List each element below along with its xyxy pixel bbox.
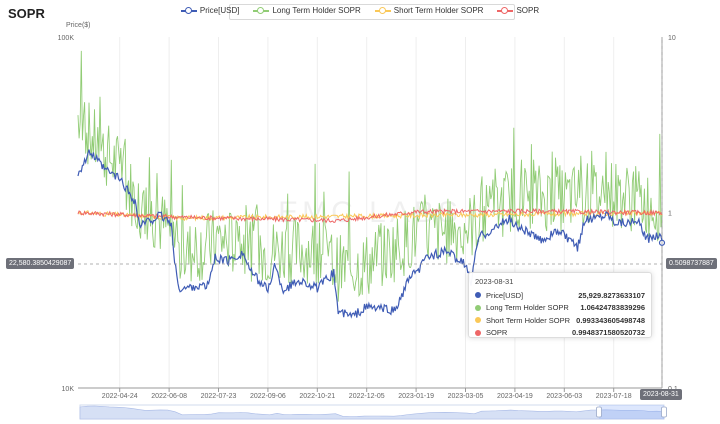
x-tick-label: 2022-06-08 — [151, 393, 187, 400]
legend-item-price[interactable]: Price[USD] — [180, 6, 240, 15]
tooltip-price-dot-icon — [475, 292, 481, 299]
tooltip-row: Price[USD] 25,929.8273633107 — [475, 289, 645, 302]
legend-item-lth-sopr[interactable]: Long Term Holder SOPR — [253, 6, 361, 15]
tooltip-row-value: 1.06424783839296 — [580, 303, 645, 313]
y-left-tick-label: 100K — [58, 35, 75, 42]
tooltip-row: Long Term Holder SOPR 1.06424783839296 — [475, 302, 645, 315]
tooltip: 2023-08-31 Price[USD] 25,929.8273633107 … — [468, 272, 652, 338]
tooltip-row-value: 25,929.8273633107 — [578, 290, 645, 300]
zoom-slider-left-handle[interactable] — [596, 406, 602, 418]
tooltip-sopr-dot-icon — [475, 329, 481, 336]
x-tick-label: 2022-12-05 — [349, 393, 385, 400]
legend-frame — [229, 4, 515, 20]
x-tick-label: 2023-03-05 — [448, 393, 484, 400]
tooltip-row: SOPR 0.9948371580520732 — [475, 327, 645, 340]
x-tick-label: 2023-06-03 — [546, 393, 582, 400]
x-tick-label: 2023-04-19 — [497, 393, 533, 400]
tooltip-row-value: 0.9948371580520732 — [572, 328, 645, 338]
tooltip-row-name: SOPR — [486, 328, 508, 338]
x-tick-label: 2022-07-23 — [201, 393, 237, 400]
tooltip-row-name: Long Term Holder SOPR — [486, 303, 569, 313]
series-lth-sopr-line — [77, 50, 663, 302]
crosshair-right-value: 0.5098737887 — [666, 258, 717, 269]
legend-price-label: Price[USD] — [199, 6, 240, 15]
zoom-slider-selection — [599, 405, 664, 419]
legend-sopr-label: SOPR — [516, 6, 540, 15]
series-price-line — [77, 149, 663, 319]
tooltip-lth-dot-icon — [475, 304, 481, 311]
crosshair-date-value: 2023-08-31 — [640, 389, 682, 400]
x-tick-label: 2022-09-06 — [250, 393, 286, 400]
y-left-tick-label: 10K — [62, 386, 75, 393]
legend-sopr-swatch-icon — [497, 7, 514, 15]
crosshair-left-value: 22,580.3850429087 — [6, 258, 75, 269]
legend-item-sopr[interactable]: SOPR — [497, 6, 539, 15]
tooltip-sth-dot-icon — [475, 317, 481, 324]
page-title: SOPR — [8, 6, 45, 21]
x-tick-label: 2023-07-18 — [596, 393, 632, 400]
legend-item-sth-sopr[interactable]: Short Term Holder SOPR — [374, 6, 484, 15]
legend: Price[USD] Long Term Holder SOPR Short T… — [0, 6, 720, 15]
tooltip-row-name: Short Term Holder SOPR — [486, 315, 571, 325]
legend-sth-swatch-icon — [374, 7, 391, 15]
y-right-tick-label: 1 — [668, 211, 672, 218]
legend-sth-label: Short Term Holder SOPR — [393, 6, 484, 15]
legend-lth-label: Long Term Holder SOPR — [272, 6, 361, 15]
x-tick-label: 2023-01-19 — [398, 393, 434, 400]
tooltip-row-name: Price[USD] — [486, 290, 524, 300]
legend-price-swatch-icon — [180, 7, 197, 15]
legend-lth-swatch-icon — [253, 7, 270, 15]
x-tick-label: 2022-10-21 — [299, 393, 335, 400]
tooltip-date: 2023-08-31 — [475, 277, 514, 286]
y-right-tick-label: 10 — [668, 35, 676, 42]
series-sopr-line — [77, 208, 663, 224]
x-tick-label: 2022-04-24 — [102, 393, 138, 400]
zoom-slider-preview — [79, 405, 665, 420]
tooltip-row: Short Term Holder SOPR 0.993343605498748 — [475, 314, 645, 327]
y-left-axis-name: Price($) — [66, 22, 91, 29]
tooltip-row-value: 0.993343605498748 — [576, 315, 645, 325]
zoom-slider-right-handle[interactable] — [661, 406, 667, 418]
